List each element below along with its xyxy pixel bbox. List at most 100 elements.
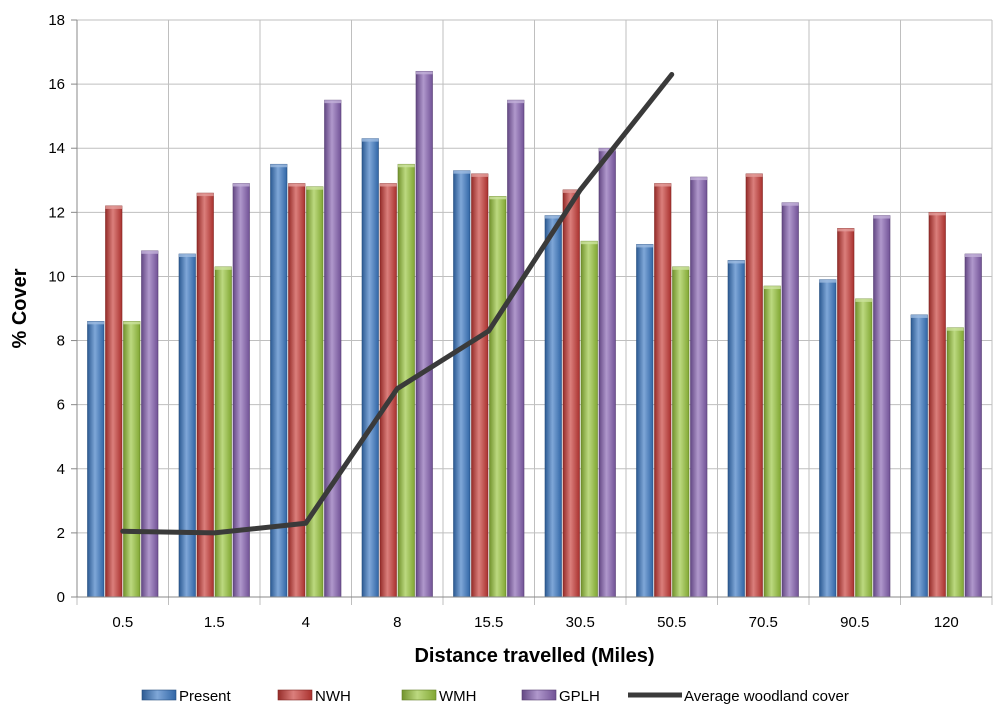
- legend-label: Average woodland cover: [684, 688, 849, 705]
- bar-top-cap: [489, 196, 506, 200]
- bar-top-cap: [636, 244, 653, 248]
- bar-wmh: [489, 196, 507, 598]
- y-tick-label: 16: [48, 76, 65, 93]
- bar-nwh: [837, 228, 855, 598]
- x-tick-label: 70.5: [749, 614, 778, 631]
- bar-top-cap: [599, 148, 616, 152]
- bars: [87, 70, 982, 598]
- bar-present: [87, 321, 105, 598]
- bar-wmh: [214, 266, 232, 598]
- bar-top-cap: [197, 193, 214, 197]
- bar-top-cap: [453, 170, 470, 174]
- legend-swatch: [521, 689, 557, 701]
- y-tick-label: 12: [48, 204, 65, 221]
- x-tick-label: 15.5: [474, 614, 503, 631]
- bar-gplh: [781, 202, 799, 598]
- bar-top-cap: [398, 164, 415, 168]
- bar-top-cap: [837, 228, 854, 232]
- bar-gplh: [507, 99, 525, 598]
- bar-top-cap: [471, 173, 488, 177]
- bar-top-cap: [672, 266, 689, 270]
- bar-top-cap: [270, 164, 287, 168]
- line-series: [120, 71, 675, 536]
- bar-top-cap: [288, 183, 305, 187]
- bar-wmh: [306, 186, 324, 598]
- bar-top-cap: [306, 186, 323, 190]
- bar-top-cap: [855, 298, 872, 302]
- y-tick-label: 4: [57, 461, 65, 478]
- bar-nwh: [745, 173, 763, 598]
- bar-present: [636, 244, 654, 598]
- bar-top-cap: [563, 189, 580, 193]
- bar-gplh: [964, 253, 982, 598]
- y-tick-label: 0: [57, 589, 65, 606]
- bar-gplh: [873, 215, 891, 598]
- bar-top-cap: [728, 260, 745, 264]
- x-axis-title: Distance travelled (Miles): [414, 645, 654, 667]
- y-tick-label: 18: [48, 12, 65, 29]
- bar-top-cap: [746, 173, 763, 177]
- bar-wmh: [123, 321, 141, 598]
- x-tick-label: 4: [302, 614, 310, 631]
- y-axis-title: % Cover: [9, 268, 31, 348]
- bar-top-cap: [141, 250, 158, 254]
- x-tick-label: 0.5: [112, 614, 133, 631]
- bar-gplh: [415, 70, 433, 598]
- legend-swatch: [401, 689, 437, 701]
- bar-top-cap: [690, 177, 707, 181]
- bar-present: [727, 260, 745, 598]
- bar-wmh: [855, 298, 873, 598]
- y-tick-label: 6: [57, 397, 65, 414]
- bar-nwh: [654, 183, 672, 598]
- bar-gplh: [141, 250, 159, 598]
- y-tick-label: 10: [48, 268, 65, 285]
- x-tick-label: 8: [393, 614, 401, 631]
- bar-top-cap: [947, 327, 964, 331]
- bar-nwh: [562, 189, 580, 598]
- bar-wmh: [672, 266, 690, 598]
- x-tick-label: 50.5: [657, 614, 686, 631]
- bar-top-cap: [324, 100, 341, 104]
- bar-wmh: [946, 327, 964, 598]
- bar-present: [544, 215, 562, 598]
- bar-top-cap: [507, 100, 524, 104]
- bar-top-cap: [581, 241, 598, 245]
- bar-gplh: [232, 183, 250, 598]
- bar-nwh: [288, 183, 306, 598]
- bar-top-cap: [380, 183, 397, 187]
- bar-top-cap: [362, 138, 379, 142]
- bar-top-cap: [764, 286, 781, 290]
- bar-top-cap: [123, 321, 140, 325]
- bar-present: [453, 170, 471, 598]
- bar-top-cap: [819, 279, 836, 283]
- bar-nwh: [196, 192, 214, 598]
- bar-top-cap: [782, 202, 799, 206]
- legend-label: GPLH: [559, 688, 600, 705]
- gridlines: [76, 19, 993, 605]
- bar-top-cap: [654, 183, 671, 187]
- bar-top-cap: [965, 254, 982, 258]
- legend: Present NWH WMH GPLH Average woodland cover: [141, 688, 849, 705]
- line-average-woodland-cover: [120, 71, 675, 536]
- bar-present: [361, 138, 379, 598]
- legend-label: Present: [179, 688, 232, 705]
- bar-top-cap: [416, 71, 433, 75]
- bar-nwh: [105, 205, 123, 598]
- bar-top-cap: [929, 212, 946, 216]
- bar-top-cap: [179, 254, 196, 258]
- bar-top-cap: [911, 314, 928, 318]
- bar-top-cap: [105, 205, 122, 209]
- y-tick-label: 14: [48, 140, 65, 157]
- legend-swatch: [277, 689, 313, 701]
- bar-wmh: [580, 240, 598, 598]
- legend-label: WMH: [439, 688, 477, 705]
- bar-wmh: [763, 285, 781, 598]
- bar-top-cap: [215, 266, 232, 270]
- bar-top-cap: [873, 215, 890, 219]
- bar-gplh: [690, 176, 708, 598]
- bar-gplh: [598, 147, 616, 598]
- y-tick-label: 2: [57, 525, 65, 542]
- bar-present: [178, 253, 196, 598]
- bar-present: [819, 279, 837, 598]
